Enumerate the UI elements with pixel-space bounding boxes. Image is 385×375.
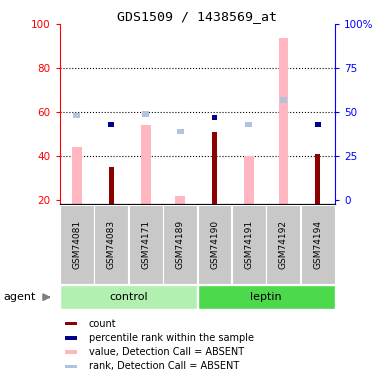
Bar — [65, 336, 77, 339]
Bar — [163, 205, 197, 284]
Text: agent: agent — [4, 292, 36, 302]
Text: GSM74189: GSM74189 — [176, 220, 185, 269]
Bar — [246, 122, 253, 127]
Bar — [60, 285, 197, 309]
Bar — [198, 285, 335, 309]
Bar — [301, 205, 335, 284]
Text: control: control — [109, 292, 148, 302]
Bar — [232, 205, 266, 284]
Text: percentile rank within the sample: percentile rank within the sample — [89, 333, 254, 343]
Title: GDS1509 / 1438569_at: GDS1509 / 1438569_at — [117, 10, 277, 23]
Bar — [198, 205, 231, 284]
Bar — [280, 97, 287, 103]
Text: GSM74190: GSM74190 — [210, 220, 219, 269]
Bar — [244, 156, 254, 204]
Bar — [141, 125, 151, 204]
Bar — [278, 38, 288, 204]
Text: rank, Detection Call = ABSENT: rank, Detection Call = ABSENT — [89, 361, 239, 371]
Bar — [266, 205, 300, 284]
Text: GSM74081: GSM74081 — [72, 220, 81, 269]
Bar — [142, 111, 149, 117]
Bar — [74, 113, 80, 118]
Bar — [65, 364, 77, 368]
Text: leptin: leptin — [250, 292, 282, 302]
Bar — [212, 115, 218, 120]
Text: value, Detection Call = ABSENT: value, Detection Call = ABSENT — [89, 347, 244, 357]
Bar — [94, 205, 128, 284]
Bar — [109, 167, 114, 204]
Text: GSM74192: GSM74192 — [279, 220, 288, 269]
Bar — [65, 351, 77, 354]
Text: GSM74194: GSM74194 — [313, 220, 322, 269]
Bar — [175, 196, 185, 204]
Text: count: count — [89, 319, 116, 329]
Bar — [65, 322, 77, 326]
Text: GSM74171: GSM74171 — [141, 220, 150, 269]
Bar — [212, 132, 217, 204]
Bar — [60, 205, 94, 284]
Bar — [315, 154, 320, 204]
Bar — [177, 129, 184, 134]
Bar — [315, 122, 321, 127]
Bar — [108, 122, 114, 127]
Bar — [72, 147, 82, 204]
Text: GSM74191: GSM74191 — [244, 220, 253, 269]
Bar — [129, 205, 162, 284]
Text: GSM74083: GSM74083 — [107, 220, 116, 269]
